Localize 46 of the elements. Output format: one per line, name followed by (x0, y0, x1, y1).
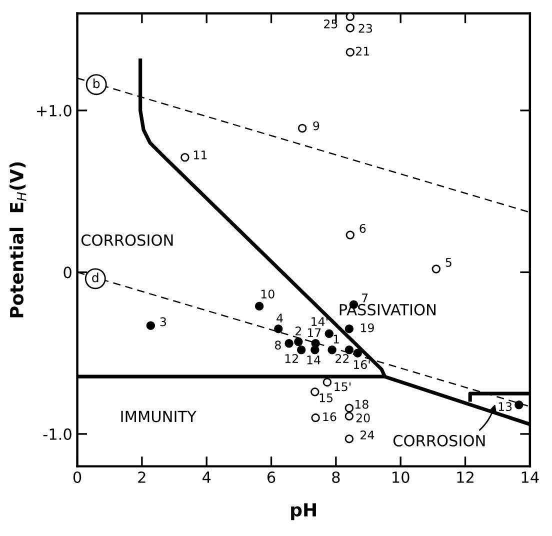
annotation: 6 (360, 224, 366, 233)
annotation: 15 (320, 394, 333, 402)
annotation: 24 (360, 430, 374, 440)
annotation: 9 (313, 121, 320, 130)
y-axis-title: Potential E$_{H}$(V) (10, 162, 26, 318)
annotation: CORROSION (81, 234, 173, 246)
annotation: 17 (308, 328, 321, 337)
x-tick-label: 4 (202, 472, 211, 483)
annotation: 21 (356, 46, 370, 56)
annotation: 7 (362, 294, 368, 302)
annotation: 19 (361, 323, 374, 332)
annotation: 23 (358, 24, 372, 33)
x-tick-label: 6 (267, 471, 276, 484)
annotation: 1 (334, 334, 339, 344)
x-tick-label: 2 (138, 471, 146, 483)
annotation: 15' (334, 382, 350, 392)
x-tick-label: 12 (457, 471, 474, 483)
annotation: 12 (285, 354, 298, 363)
x-tick-label: 14 (522, 472, 539, 483)
annotation: b (94, 78, 100, 88)
y-tick-label: 0 (64, 266, 72, 278)
y-tick-label: +1.0 (36, 104, 72, 116)
annotation: 4 (276, 314, 283, 322)
annotation: 2 (296, 326, 301, 336)
x-tick-label: 10 (392, 471, 410, 484)
x-tick-label: 8 (332, 471, 340, 484)
annotation: 16' (354, 360, 370, 370)
annotation: 14' (312, 317, 328, 326)
annotation: 22 (336, 354, 349, 363)
annotation: 10 (261, 290, 274, 298)
x-tick-label: 0 (73, 471, 82, 484)
annotation: 5 (446, 258, 452, 267)
annotation: CORROSION (393, 434, 485, 446)
annotation: d (92, 272, 98, 282)
annotation: 11 (194, 150, 207, 160)
annotation: 13 (498, 402, 512, 412)
annotation: 8 (274, 340, 281, 350)
x-axis-title: pH (291, 503, 316, 520)
annotation: 20 (356, 413, 370, 422)
annotation: 16 (323, 412, 336, 422)
annotation: IMMUNITY (121, 410, 196, 422)
y-tick-label: -1.0 (43, 428, 72, 440)
annotation: 25 (324, 19, 338, 28)
annotation: 18 (355, 400, 368, 409)
annotation: 3 (160, 317, 166, 326)
annotation: 14 (307, 356, 320, 364)
